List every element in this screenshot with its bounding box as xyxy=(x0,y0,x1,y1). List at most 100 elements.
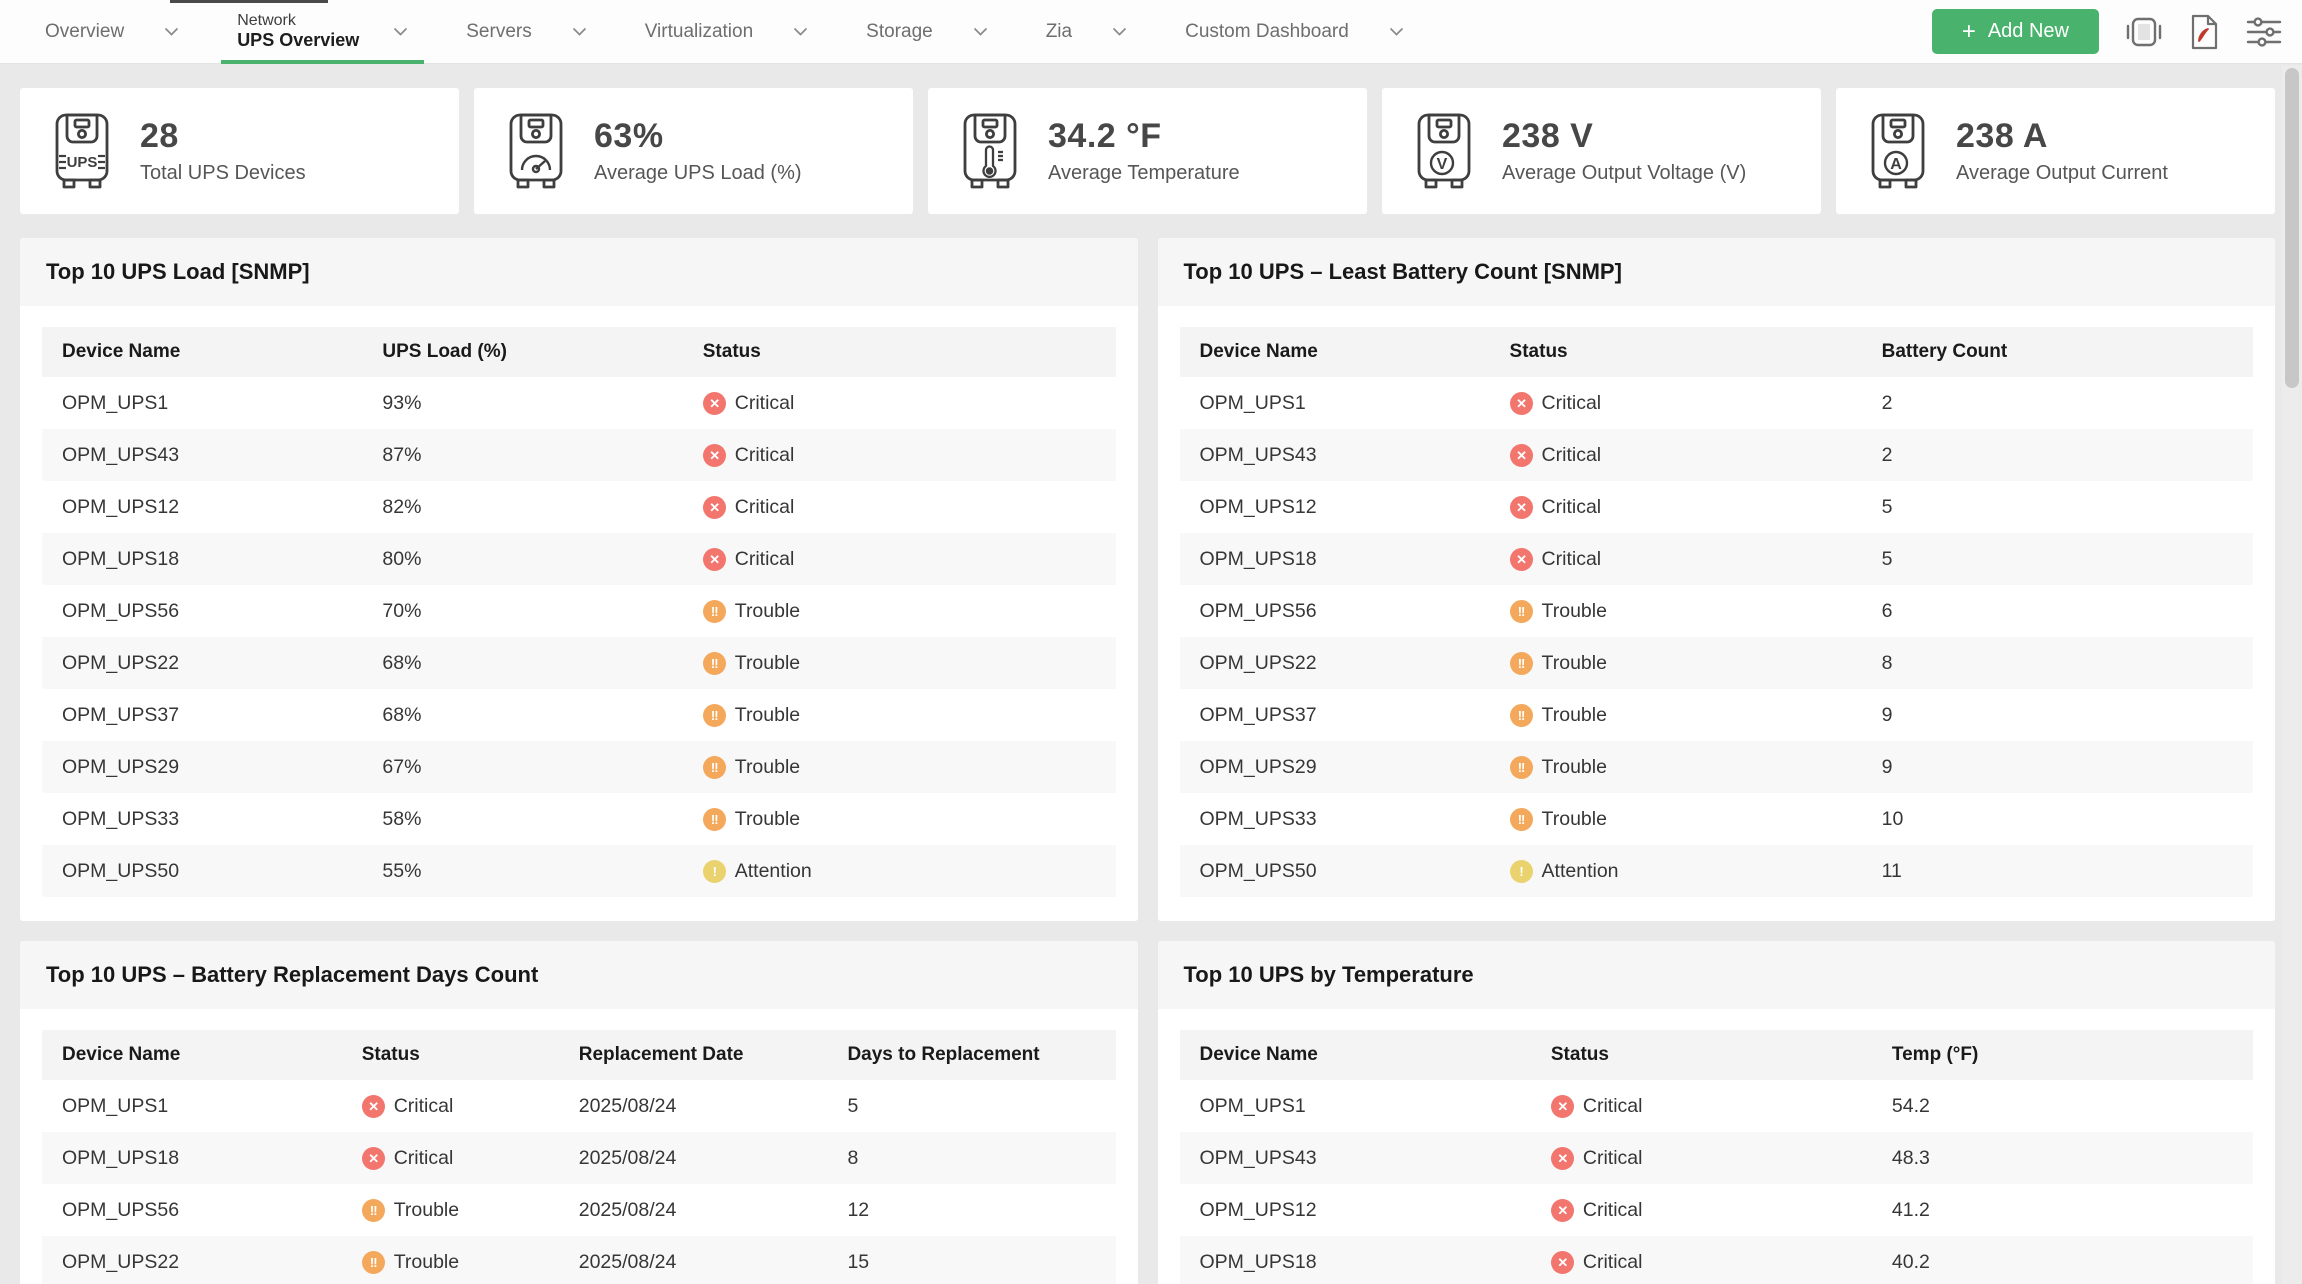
status-cell: !! Trouble xyxy=(702,755,1096,779)
tab-label: UPS Overview xyxy=(237,30,360,51)
chevron-down-icon xyxy=(794,27,808,36)
table-row[interactable]: OPM_UPS29 67% !! Trouble xyxy=(42,741,1116,793)
kpi-card-row: UPS 28 Total UPS Devices 63% Average UPS… xyxy=(20,88,2275,214)
status-cell: ✕ Critical xyxy=(702,495,1096,519)
battery-count-cell: 2 xyxy=(1881,443,1893,466)
table-row[interactable]: OPM_UPS22 !! Trouble 8 xyxy=(1179,637,2253,689)
tab-label: Overview xyxy=(45,20,125,42)
add-new-button[interactable]: + Add New xyxy=(1931,9,2099,54)
device-name-cell: OPM_UPS18 xyxy=(62,547,180,570)
table-body: OPM_UPS1 ✕ Critical 54.2 OPM_UPS43 ✕ xyxy=(1179,1080,2254,1284)
status-label: Critical xyxy=(393,1146,454,1169)
temperature-cell: 48.3 xyxy=(1891,1146,1930,1169)
table-row[interactable]: OPM_UPS56 70% !! Trouble xyxy=(42,585,1116,637)
tab-custom-dashboard[interactable]: Custom Dashboard xyxy=(1185,0,1404,64)
days-to-replacement-cell: 5 xyxy=(847,1094,859,1117)
kpi-label: Average UPS Load (%) xyxy=(594,162,802,184)
tab-servers[interactable]: Servers xyxy=(466,0,586,64)
slideshow-icon[interactable] xyxy=(2126,15,2162,49)
tab-network-ups-overview[interactable]: Network UPS Overview xyxy=(221,0,425,64)
status-cell: ✕ Critical xyxy=(361,1146,579,1170)
table-row[interactable]: OPM_UPS18 ✕ Critical 5 xyxy=(1179,533,2253,585)
table-row[interactable]: OPM_UPS56 !! Trouble 6 xyxy=(1180,585,2254,637)
table-row[interactable]: OPM_UPS29 !! Trouble 9 xyxy=(1179,741,2253,793)
tab-group-label: Network xyxy=(237,11,296,29)
table-row[interactable]: OPM_UPS56 !! Trouble 2025/08/24 12 xyxy=(42,1184,1116,1236)
ups-temperature-icon xyxy=(958,112,1022,190)
table-row[interactable]: OPM_UPS18 ✕ Critical 2025/08/24 8 xyxy=(42,1132,1116,1184)
status-cell: ✕ Critical xyxy=(702,391,1096,415)
device-name-cell: OPM_UPS29 xyxy=(62,755,180,778)
panel-grid: Top 10 UPS Load [SNMP] Device Name UPS L… xyxy=(20,238,2275,1284)
temperature-cell: 41.2 xyxy=(1891,1198,1930,1221)
ups-current-icon: A xyxy=(1866,112,1930,190)
status-icon: ✕ xyxy=(1550,1198,1574,1222)
table-row[interactable]: OPM_UPS50 ! Attention 11 xyxy=(1179,845,2253,897)
table-row[interactable]: OPM_UPS37 68% !! Trouble xyxy=(42,689,1116,741)
table-row[interactable]: OPM_UPS12 ✕ Critical 41.2 xyxy=(1180,1184,2254,1236)
table-row[interactable]: OPM_UPS33 !! Trouble 10 xyxy=(1180,793,2254,845)
status-label: Trouble xyxy=(1541,703,1607,726)
table-row[interactable]: OPM_UPS1 ✕ Critical 54.2 xyxy=(1180,1080,2254,1132)
status-icon: ✕ xyxy=(702,443,726,467)
table-row[interactable]: OPM_UPS1 ✕ Critical 2 xyxy=(1180,377,2254,429)
scrollbar-thumb[interactable] xyxy=(2285,68,2299,388)
status-cell: ! Attention xyxy=(702,859,1096,883)
table-row[interactable]: OPM_UPS18 80% ✕ Critical xyxy=(42,533,1116,585)
status-icon: ✕ xyxy=(1550,1146,1574,1170)
status-label: Critical xyxy=(734,443,795,466)
battery-count-cell: 8 xyxy=(1881,651,1893,674)
kpi-total-ups-devices: UPS 28 Total UPS Devices xyxy=(20,88,459,214)
table-row[interactable]: OPM_UPS1 ✕ Critical 2025/08/24 5 xyxy=(42,1080,1116,1132)
device-name-cell: OPM_UPS43 xyxy=(1199,443,1317,466)
status-cell: !! Trouble xyxy=(1509,651,1882,675)
ups-load-cell: 70% xyxy=(382,599,422,622)
battery-count-cell: 2 xyxy=(1881,391,1893,414)
device-name-cell: OPM_UPS33 xyxy=(1199,807,1317,830)
kpi-label: Average Output Current xyxy=(1956,162,2168,184)
settings-sliders-icon[interactable] xyxy=(2246,16,2282,48)
status-label: Critical xyxy=(1541,391,1602,414)
tab-overview[interactable]: Overview xyxy=(45,0,179,64)
status-label: Trouble xyxy=(1541,599,1607,622)
status-label: Critical xyxy=(1582,1198,1643,1221)
table-row[interactable]: OPM_UPS43 ✕ Critical 48.3 xyxy=(1179,1132,2253,1184)
status-label: Trouble xyxy=(734,807,801,830)
table-row[interactable]: OPM_UPS43 ✕ Critical 2 xyxy=(1179,429,2253,481)
status-cell: ✕ Critical xyxy=(1550,1250,1892,1274)
status-cell: !! Trouble xyxy=(1509,703,1882,727)
table-row[interactable]: OPM_UPS50 55% ! Attention xyxy=(42,845,1116,897)
column-header: Status xyxy=(361,1044,420,1065)
ups-device-icon: UPS xyxy=(50,112,114,190)
table-row[interactable]: OPM_UPS22 68% !! Trouble xyxy=(42,637,1116,689)
status-cell: !! Trouble xyxy=(1509,599,1882,623)
status-cell: ✕ Critical xyxy=(1509,443,1882,467)
table-row[interactable]: OPM_UPS37 !! Trouble 9 xyxy=(1180,689,2254,741)
status-label: Critical xyxy=(1582,1250,1643,1273)
table-row[interactable]: OPM_UPS33 58% !! Trouble xyxy=(42,793,1116,845)
kpi-label: Average Temperature xyxy=(1048,162,1240,184)
table-row[interactable]: OPM_UPS43 87% ✕ Critical xyxy=(42,429,1116,481)
kpi-average-ups-load: 63% Average UPS Load (%) xyxy=(474,88,913,214)
table-row[interactable]: OPM_UPS22 !! Trouble 2025/08/24 15 xyxy=(42,1236,1116,1284)
table-row[interactable]: OPM_UPS18 ✕ Critical 40.2 xyxy=(1179,1236,2253,1284)
column-header: Status xyxy=(702,341,761,362)
table-row[interactable]: OPM_UPS12 82% ✕ Critical xyxy=(42,481,1116,533)
tab-zia[interactable]: Zia xyxy=(1046,0,1127,64)
status-cell: !! Trouble xyxy=(702,599,1096,623)
status-icon: ! xyxy=(702,859,726,883)
tab-virtualization[interactable]: Virtualization xyxy=(645,0,808,64)
table-body: OPM_UPS1 ✕ Critical 2 OPM_UPS43 ✕ xyxy=(1179,377,2254,897)
status-label: Critical xyxy=(734,547,795,570)
pdf-export-icon[interactable] xyxy=(2189,14,2219,50)
status-cell: ✕ Critical xyxy=(1550,1146,1892,1170)
column-header: Replacement Date xyxy=(578,1044,744,1065)
tab-storage[interactable]: Storage xyxy=(866,0,988,64)
table-row[interactable]: OPM_UPS1 93% ✕ Critical xyxy=(42,377,1116,429)
status-icon: !! xyxy=(702,599,726,623)
column-header: UPS Load (%) xyxy=(382,341,507,362)
kpi-average-output-current: A 238 A Average Output Current xyxy=(1836,88,2275,214)
vertical-scrollbar[interactable] xyxy=(2282,65,2302,1284)
status-label: Critical xyxy=(1582,1094,1643,1117)
table-row[interactable]: OPM_UPS12 ✕ Critical 5 xyxy=(1180,481,2254,533)
